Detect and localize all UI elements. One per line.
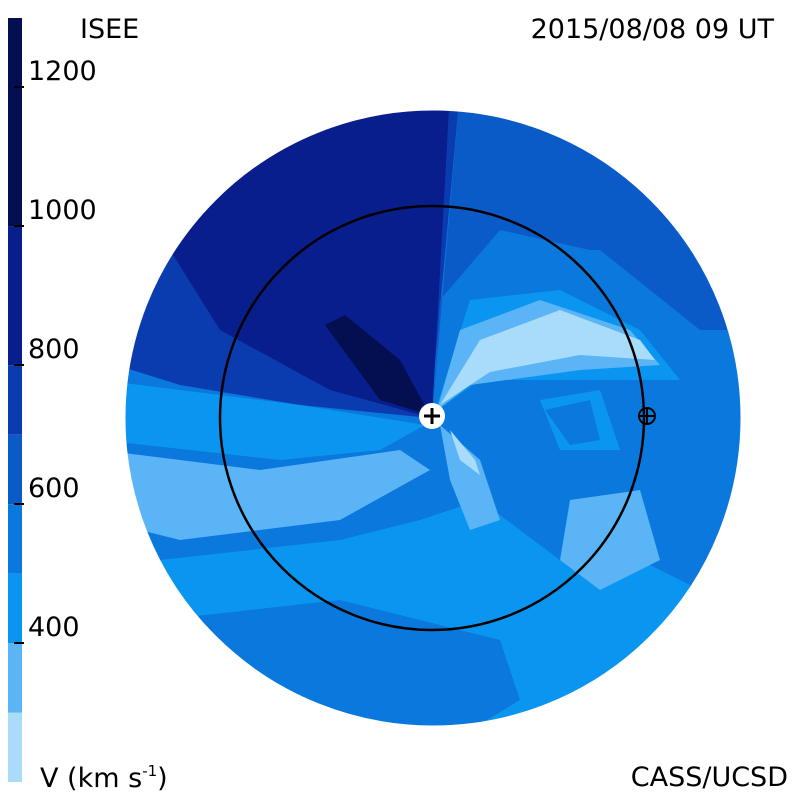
units-label: V (km s-1) bbox=[40, 762, 168, 794]
source-title: ISEE bbox=[80, 14, 140, 45]
velocity-region-slowest bbox=[440, 310, 655, 405]
colorbar-band-1000 bbox=[8, 18, 22, 227]
colorbar-tick-mark-1200 bbox=[14, 86, 24, 89]
earth-orbit-circle bbox=[218, 204, 646, 632]
colorbar-band-400 bbox=[8, 573, 22, 644]
units-prefix: V (km s bbox=[40, 763, 143, 794]
colorbar-tick-mark-600 bbox=[14, 503, 24, 506]
colorbar-band-200 bbox=[8, 712, 22, 782]
earth-marker bbox=[638, 407, 656, 425]
colorbar-band-500 bbox=[8, 504, 22, 574]
colorbar-band-300 bbox=[8, 643, 22, 713]
colorbar-tick-label-1000: 1000 bbox=[28, 195, 97, 227]
timestamp-title: 2015/08/08 09 UT bbox=[530, 14, 774, 45]
credit-label: CASS/UCSD bbox=[630, 762, 788, 793]
colorbar-tick-label-400: 400 bbox=[28, 612, 80, 644]
colorbar-tick-label-600: 600 bbox=[28, 473, 80, 505]
colorbar-tick-label-800: 800 bbox=[28, 334, 80, 366]
colorbar-tick-mark-800 bbox=[14, 364, 24, 367]
colorbar-tick-mark-1000 bbox=[14, 225, 24, 228]
sun-marker bbox=[419, 403, 445, 429]
velocity-region-south-streamer bbox=[440, 425, 500, 530]
colorbar-tick-mark-400 bbox=[14, 642, 24, 645]
colorbar-band-800 bbox=[8, 226, 22, 366]
velocity-region-south-streamer-core bbox=[450, 430, 480, 475]
velocity-region-left-band bbox=[125, 380, 425, 460]
velocity-region-left-slow bbox=[125, 450, 430, 540]
units-suffix: ) bbox=[157, 763, 168, 794]
units-exponent: -1 bbox=[142, 762, 158, 780]
colorbar-band-700 bbox=[8, 365, 22, 435]
colorbar-band-600 bbox=[8, 434, 22, 505]
disk-outline bbox=[124, 109, 742, 727]
colorbar-tick-label-1200: 1200 bbox=[28, 56, 97, 88]
velocity-region-core bbox=[325, 315, 430, 415]
velocity-region-right-pocket bbox=[545, 400, 600, 445]
velocity-colorbar bbox=[8, 18, 22, 782]
